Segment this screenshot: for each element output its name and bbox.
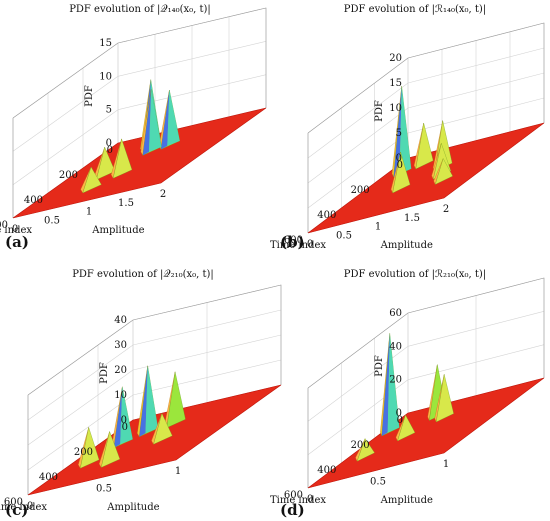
y-axis-label: Time index: [0, 225, 32, 236]
z-tick-label: 0: [121, 415, 127, 426]
surface-peak: [80, 166, 102, 194]
panel-label: (c): [5, 501, 28, 519]
panel-label: (b): [280, 233, 305, 251]
z-tick-label: 20: [114, 365, 127, 376]
surface-floor: [12, 107, 267, 219]
surface-peak: [355, 438, 375, 462]
panel-1: 0 5 10 15 0 0.5 1 1.5 2 0 200 400 600 PDF Amplitude Tim…: [0, 4, 267, 251]
z-tick-label: 0: [396, 408, 402, 419]
y-tick-label: 400: [317, 465, 336, 476]
x-tick-label: 0: [307, 494, 313, 505]
x-tick-label: 0.5: [336, 230, 352, 241]
y-tick-label: 600: [4, 497, 23, 508]
y-tick-label: 0: [122, 422, 128, 433]
z-tick-label: 15: [389, 78, 402, 89]
surface-peak: [137, 365, 159, 438]
panel-3: 01020304000.510200400600PDFAmplitudeTime…: [0, 269, 282, 519]
z-tick-label: 0: [396, 153, 402, 164]
y-tick-label: 0: [107, 145, 113, 156]
surface-peak: [434, 374, 454, 423]
surface-floor: [307, 122, 545, 234]
grid-walls: [12, 7, 267, 219]
z-tick-label: 20: [389, 53, 402, 64]
z-tick-label: 10: [114, 390, 127, 401]
surface-peak: [395, 414, 416, 442]
z-tick-label: 10: [99, 71, 112, 82]
panel-2: 0510152000.511.520200400600PDFAmplitudeT…: [270, 4, 545, 251]
x-tick-label: 1.5: [118, 198, 134, 209]
surface-peak: [151, 412, 173, 445]
y-tick-label: 600: [0, 220, 8, 231]
surface-peak: [164, 371, 186, 429]
y-tick-label: 400: [39, 472, 58, 483]
y-tick-label: 400: [24, 195, 43, 206]
surface-peak: [99, 430, 121, 468]
panel-title: PDF evolution of |𝒬₂₁₀(x₀, t)|: [72, 269, 214, 280]
z-tick-label: 40: [389, 341, 402, 352]
surface-peak: [433, 158, 453, 185]
surface-floor: [307, 377, 545, 489]
z-tick-label: 40: [114, 315, 127, 326]
y-tick-label: 200: [74, 447, 93, 458]
x-tick-label: 2: [160, 189, 166, 200]
surface-peak: [413, 122, 434, 170]
x-axis-label: Amplitude: [380, 240, 433, 251]
z-axis-label: PDF: [99, 362, 110, 384]
surface-peak: [380, 333, 400, 437]
panel-label: (a): [5, 233, 29, 251]
x-axis-label: Amplitude: [380, 495, 433, 506]
y-tick-label: 200: [351, 440, 370, 451]
grid-walls: [307, 22, 545, 234]
y-tick-label: 0: [397, 415, 403, 426]
surface-peak: [111, 386, 133, 449]
y-tick-label: 200: [351, 185, 370, 196]
surface-peak: [158, 89, 180, 150]
z-tick-label: 20: [389, 375, 402, 386]
panel-title: PDF evolution of |ℛ₂₁₀(x₀, t)|: [344, 269, 486, 280]
x-tick-label: 0: [12, 224, 18, 235]
x-tick-label: 1: [86, 207, 92, 218]
x-tick-label: 0.5: [370, 477, 386, 488]
panel-title: PDF evolution of |ℛ₁₄₀(x₀, t)|: [344, 4, 486, 15]
x-tick-label: 1: [375, 222, 381, 233]
surface-peak: [94, 146, 116, 181]
y-tick-label: 600: [284, 490, 303, 501]
surface-peak: [111, 138, 133, 179]
surface-peak: [390, 151, 411, 194]
z-tick-label: 10: [389, 103, 402, 114]
x-tick-label: 0.5: [96, 484, 112, 495]
z-tick-label: 0: [106, 138, 112, 149]
x-tick-label: 1.5: [404, 213, 420, 224]
x-tick-label: 0: [27, 501, 33, 512]
x-tick-label: 2: [443, 204, 449, 215]
panel-label: (d): [280, 501, 305, 519]
z-tick-label: 60: [389, 308, 402, 319]
y-tick-label: 200: [59, 170, 78, 181]
x-tick-label: 1: [175, 466, 181, 477]
x-tick-label: 0.5: [44, 215, 60, 226]
x-tick-label: 1: [443, 459, 449, 470]
y-tick-label: 0: [397, 160, 403, 171]
z-tick-label: 30: [114, 340, 127, 351]
x-tick-label: 0: [307, 239, 313, 250]
y-axis-label: Time index: [0, 502, 47, 513]
x-axis-label: Amplitude: [106, 502, 159, 513]
surface-peak: [391, 86, 412, 178]
z-axis-label: PDF: [84, 85, 95, 107]
surface-peak: [140, 89, 162, 156]
y-axis-label: Time index: [270, 240, 326, 251]
x-axis-label: Amplitude: [91, 225, 144, 236]
z-axis-label: PDF: [374, 355, 385, 377]
z-tick-label: 15: [99, 38, 112, 49]
z-axis-label: PDF: [374, 100, 385, 122]
panel-title: PDF evolution of |𝒬₁₄₀(x₀, t)|: [69, 4, 211, 15]
y-axis-label: Time index: [270, 495, 326, 506]
surface-peak: [78, 426, 100, 469]
z-tick-label: 5: [396, 128, 402, 139]
z-tick-label: 5: [106, 105, 112, 116]
y-tick-label: 400: [317, 210, 336, 221]
y-tick-label: 600: [284, 235, 303, 246]
